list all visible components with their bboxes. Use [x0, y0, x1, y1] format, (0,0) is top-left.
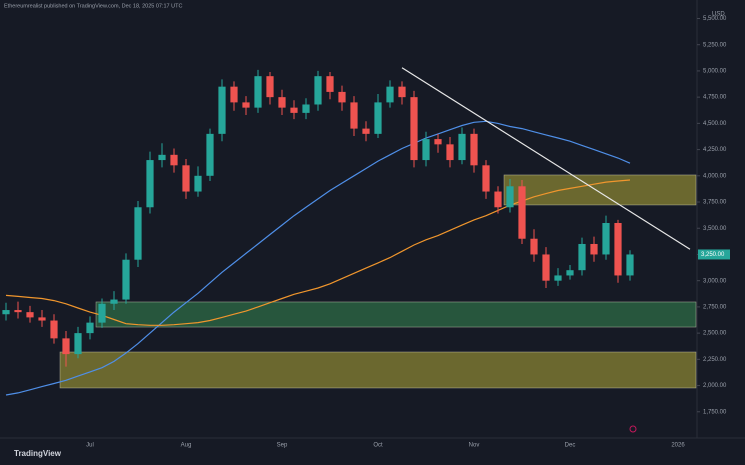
candle-body — [194, 175, 202, 192]
candle-body — [206, 133, 214, 176]
candle-body — [614, 223, 622, 276]
y-tick-label: 2,250.00 — [703, 357, 727, 363]
candle-body — [2, 310, 10, 315]
event-icon — [629, 425, 637, 433]
trendline — [401, 67, 691, 250]
y-tick-label: 4,750.00 — [703, 95, 727, 101]
last-price-label: 3,250.00 — [701, 252, 725, 258]
candle-body — [170, 154, 178, 166]
candle-body — [470, 133, 478, 166]
moving-average-line — [5, 120, 631, 396]
y-tick-label: 5,250.00 — [703, 42, 727, 48]
candle-body — [314, 76, 322, 105]
y-tick-label: 5,500.00 — [703, 16, 727, 22]
y-tick-label: 1,750.00 — [703, 409, 727, 415]
candle-body — [350, 102, 358, 129]
zone — [503, 174, 697, 206]
last-price-tag — [698, 249, 730, 260]
candle-body — [410, 97, 418, 161]
candle-body — [458, 133, 466, 161]
candle-body — [506, 186, 514, 208]
brand: TradingView — [14, 449, 62, 458]
candle-body — [626, 254, 634, 276]
currency: USD — [712, 12, 725, 18]
candle-body — [146, 160, 154, 208]
y-tick-label: 3,500.00 — [703, 226, 727, 232]
candle-body — [362, 128, 370, 134]
candle-body — [518, 186, 526, 239]
candle-body — [326, 76, 334, 92]
candle-body — [422, 139, 430, 161]
candle-body — [494, 191, 502, 208]
candle-body — [242, 102, 250, 108]
candle-body — [590, 243, 598, 255]
candle-body — [218, 86, 226, 134]
y-tick-label: 2,000.00 — [703, 383, 727, 389]
y-tick-label: 4,250.00 — [703, 147, 727, 153]
candle-body — [338, 91, 346, 103]
candle-body — [50, 320, 58, 339]
candle-body — [62, 338, 70, 355]
y-tick-label: 4,000.00 — [703, 173, 727, 179]
moving-average-line — [5, 179, 631, 326]
candle-body — [446, 144, 454, 161]
x-tick-label: 2026 — [671, 443, 685, 449]
candle-body — [122, 259, 130, 300]
candle-body — [74, 333, 82, 355]
candle-body — [98, 303, 106, 323]
candle-body — [482, 165, 490, 192]
candle-body — [182, 165, 190, 192]
candle-body — [434, 139, 442, 145]
candle-body — [110, 299, 118, 304]
candle-body — [578, 243, 586, 271]
candle-body — [254, 76, 262, 108]
header: Ethereumrealist published on TradingView… — [4, 3, 182, 9]
y-tick-label: 3,000.00 — [703, 278, 727, 284]
x-tick-label: Jul — [86, 443, 94, 449]
zone — [59, 351, 697, 389]
candle-body — [386, 86, 394, 103]
candle-body — [566, 270, 574, 276]
x-tick-label: Oct — [373, 443, 383, 449]
candle-body — [302, 104, 310, 113]
candle-body — [38, 317, 46, 321]
candle-body — [398, 86, 406, 98]
candle-body — [158, 154, 166, 161]
candle-body — [134, 207, 142, 260]
candle-body — [278, 97, 286, 108]
x-tick-label: Nov — [469, 443, 480, 449]
candle-body — [230, 86, 238, 103]
candle-body — [86, 322, 94, 334]
x-tick-label: Dec — [565, 443, 576, 449]
candle-body — [530, 238, 538, 255]
x-tick-label: Sep — [277, 443, 288, 449]
y-tick-label: 2,500.00 — [703, 331, 727, 337]
candle-body — [374, 102, 382, 134]
y-tick-label: 2,750.00 — [703, 304, 727, 310]
x-tick-label: Aug — [181, 443, 192, 449]
y-tick-label: 3,750.00 — [703, 200, 727, 206]
candle-body — [290, 107, 298, 113]
y-tick-label: 4,500.00 — [703, 121, 727, 127]
candle-body — [554, 275, 562, 281]
candle-body — [26, 312, 34, 318]
candle-body — [14, 310, 22, 313]
candle-body — [602, 223, 610, 255]
y-tick-label: 5,000.00 — [703, 69, 727, 75]
candle-body — [542, 254, 550, 281]
candle-body — [266, 76, 274, 98]
